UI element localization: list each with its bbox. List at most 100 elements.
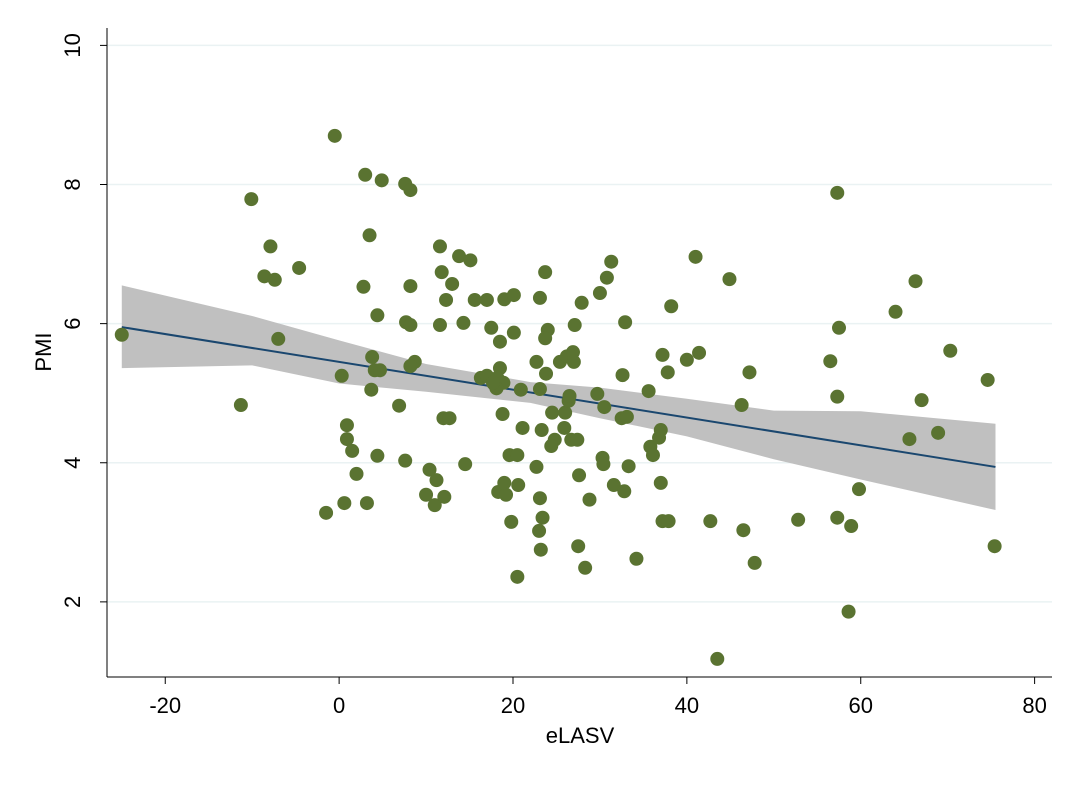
point bbox=[545, 405, 560, 420]
point bbox=[356, 279, 371, 294]
point bbox=[830, 389, 845, 404]
point bbox=[597, 400, 612, 415]
point bbox=[558, 405, 573, 420]
point bbox=[479, 292, 494, 307]
point bbox=[432, 318, 447, 333]
point bbox=[364, 382, 379, 397]
point bbox=[422, 462, 437, 477]
point bbox=[497, 475, 512, 490]
point bbox=[532, 382, 547, 397]
point bbox=[327, 128, 342, 143]
point bbox=[427, 498, 442, 513]
point bbox=[710, 651, 725, 666]
point bbox=[538, 265, 553, 280]
fit-line bbox=[121, 326, 996, 468]
point bbox=[403, 359, 418, 374]
point bbox=[747, 555, 762, 570]
point bbox=[244, 192, 259, 207]
point bbox=[339, 432, 354, 447]
point bbox=[515, 420, 530, 435]
x-axis-label: eLASV bbox=[546, 723, 615, 748]
point bbox=[618, 315, 633, 330]
point bbox=[319, 505, 334, 520]
point bbox=[532, 523, 547, 538]
point bbox=[506, 325, 521, 340]
point bbox=[510, 569, 525, 584]
x-tick-label: 0 bbox=[333, 693, 345, 718]
point bbox=[292, 260, 307, 275]
point bbox=[532, 491, 547, 506]
point bbox=[641, 384, 656, 399]
point bbox=[452, 249, 467, 264]
point bbox=[722, 272, 737, 287]
point bbox=[267, 272, 282, 287]
point bbox=[931, 425, 946, 440]
point bbox=[599, 270, 614, 285]
y-tick-label: 2 bbox=[60, 596, 85, 608]
point bbox=[445, 276, 460, 291]
point bbox=[398, 453, 413, 468]
point bbox=[590, 386, 605, 401]
y-tick-label: 10 bbox=[60, 33, 85, 57]
point bbox=[578, 560, 593, 575]
x-tick-label: 80 bbox=[1022, 693, 1046, 718]
point bbox=[358, 167, 373, 182]
point bbox=[511, 478, 526, 493]
point bbox=[908, 274, 923, 289]
y-tick-label: 6 bbox=[60, 318, 85, 330]
point bbox=[263, 239, 278, 254]
point bbox=[419, 487, 434, 502]
point bbox=[539, 366, 554, 381]
point bbox=[370, 448, 385, 463]
point bbox=[570, 432, 585, 447]
point bbox=[345, 443, 360, 458]
point bbox=[645, 448, 660, 463]
point bbox=[114, 327, 129, 342]
point bbox=[372, 363, 387, 378]
point bbox=[544, 439, 559, 454]
point bbox=[392, 398, 407, 413]
point bbox=[830, 185, 845, 200]
point bbox=[567, 318, 582, 333]
y-axis-label: PMI bbox=[31, 332, 56, 371]
point bbox=[653, 475, 668, 490]
point bbox=[403, 279, 418, 294]
point bbox=[434, 265, 449, 280]
point bbox=[484, 320, 499, 335]
x-tick-label: 40 bbox=[675, 693, 699, 718]
point bbox=[604, 254, 619, 269]
point bbox=[661, 514, 676, 529]
point bbox=[359, 496, 374, 511]
point bbox=[688, 249, 703, 264]
point bbox=[606, 478, 621, 493]
point bbox=[679, 352, 694, 367]
point bbox=[337, 496, 352, 511]
point bbox=[902, 432, 917, 447]
point bbox=[703, 514, 718, 529]
x-tick-label: 60 bbox=[848, 693, 872, 718]
point bbox=[334, 368, 349, 383]
point bbox=[534, 423, 549, 438]
point bbox=[823, 354, 838, 369]
point bbox=[742, 365, 757, 380]
point bbox=[432, 239, 447, 254]
point bbox=[499, 487, 514, 502]
point bbox=[692, 345, 707, 360]
point bbox=[532, 290, 547, 305]
point bbox=[365, 350, 380, 365]
point bbox=[832, 320, 847, 335]
point bbox=[592, 286, 607, 301]
point bbox=[621, 459, 636, 474]
point bbox=[562, 388, 577, 403]
point bbox=[653, 423, 668, 438]
point bbox=[513, 382, 528, 397]
point bbox=[888, 304, 903, 319]
point bbox=[403, 318, 418, 333]
point bbox=[429, 473, 444, 488]
point bbox=[510, 448, 525, 463]
point bbox=[615, 368, 630, 383]
point bbox=[535, 510, 550, 525]
x-tick-label: 20 bbox=[501, 693, 525, 718]
point bbox=[492, 334, 507, 349]
